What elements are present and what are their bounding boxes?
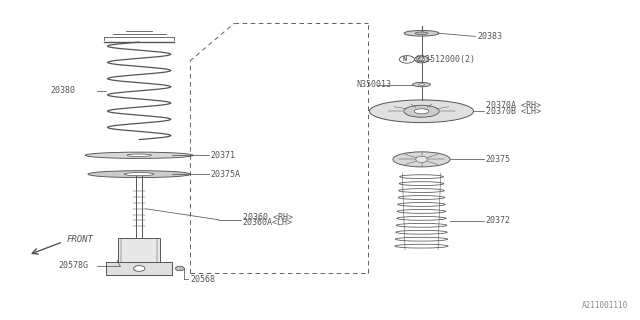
Ellipse shape bbox=[124, 172, 154, 176]
Ellipse shape bbox=[413, 82, 430, 87]
Text: A211001110: A211001110 bbox=[582, 301, 628, 310]
Circle shape bbox=[175, 266, 184, 271]
Ellipse shape bbox=[85, 152, 193, 158]
Ellipse shape bbox=[88, 171, 191, 178]
Ellipse shape bbox=[416, 156, 428, 163]
Ellipse shape bbox=[404, 105, 439, 117]
Ellipse shape bbox=[419, 84, 425, 85]
Text: 20370A <RH>: 20370A <RH> bbox=[486, 101, 541, 110]
Text: N: N bbox=[403, 56, 407, 62]
Text: 20372: 20372 bbox=[486, 216, 511, 225]
Text: 20578G: 20578G bbox=[59, 261, 88, 270]
Ellipse shape bbox=[393, 152, 450, 167]
FancyBboxPatch shape bbox=[118, 238, 160, 262]
Text: 20375A: 20375A bbox=[211, 170, 241, 179]
Ellipse shape bbox=[127, 154, 151, 156]
Text: 20360 <RH>: 20360 <RH> bbox=[243, 213, 292, 222]
Circle shape bbox=[419, 58, 425, 61]
Text: 023512000(2): 023512000(2) bbox=[416, 55, 476, 64]
Text: N350013: N350013 bbox=[356, 80, 392, 89]
Ellipse shape bbox=[369, 100, 474, 123]
Ellipse shape bbox=[414, 109, 429, 114]
Ellipse shape bbox=[415, 32, 428, 35]
Text: 20380: 20380 bbox=[51, 86, 76, 95]
Text: 20370B <LH>: 20370B <LH> bbox=[486, 107, 541, 116]
Ellipse shape bbox=[404, 30, 439, 36]
Text: 20360A<LH>: 20360A<LH> bbox=[243, 218, 292, 227]
Text: 20375: 20375 bbox=[486, 155, 511, 164]
FancyBboxPatch shape bbox=[106, 262, 172, 275]
Text: 20568: 20568 bbox=[190, 275, 215, 284]
Text: FRONT: FRONT bbox=[66, 235, 93, 244]
Text: 20383: 20383 bbox=[477, 32, 502, 41]
Circle shape bbox=[399, 56, 415, 63]
Text: 20371: 20371 bbox=[211, 151, 236, 160]
Circle shape bbox=[134, 266, 145, 271]
Circle shape bbox=[415, 56, 429, 63]
